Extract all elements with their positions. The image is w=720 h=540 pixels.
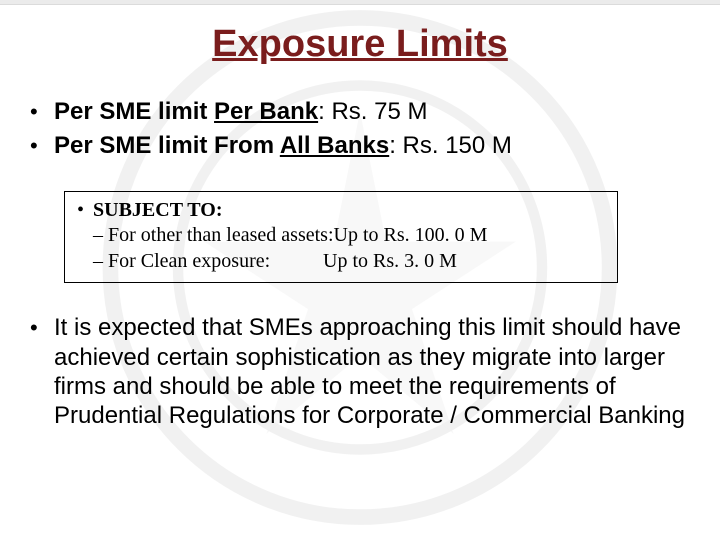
- bullet-icon: •: [30, 97, 54, 127]
- limit-label-underline: All Banks: [280, 132, 389, 159]
- bullet-icon: •: [30, 313, 54, 430]
- subject-to-box: • SUBJECT TO: – For other than leased as…: [64, 191, 618, 284]
- closing-text: It is expected that SMEs approaching thi…: [54, 313, 690, 430]
- limit-text: Per SME limit From All Banks: Rs. 150 M: [54, 130, 512, 162]
- limit-value: : Rs. 150 M: [389, 132, 512, 159]
- closing-paragraph: • It is expected that SMEs approaching t…: [30, 313, 690, 430]
- subject-to-value: Up to Rs. 100. 0 M: [334, 223, 488, 249]
- slide: Exposure Limits • Per SME limit Per Bank…: [0, 0, 720, 540]
- limit-item: • Per SME limit Per Bank: Rs. 75 M: [30, 96, 690, 128]
- limit-text: Per SME limit Per Bank: Rs. 75 M: [54, 96, 427, 128]
- spacer: [77, 249, 93, 275]
- subject-to-label: – For Clean exposure:: [93, 249, 323, 275]
- slide-title: Exposure Limits: [30, 24, 690, 66]
- spacer: [77, 223, 93, 249]
- bullet-icon: •: [30, 131, 54, 161]
- subject-to-wrap: • SUBJECT TO: – For other than leased as…: [30, 191, 690, 284]
- limit-item: • Per SME limit From All Banks: Rs. 150 …: [30, 130, 690, 162]
- limit-label-underline: Per Bank: [214, 98, 318, 125]
- subject-to-label: – For other than leased assets:: [93, 223, 334, 249]
- limit-value: : Rs. 75 M: [318, 98, 427, 125]
- limit-label-bold: Per SME limit From: [54, 132, 280, 159]
- subject-to-value: Up to Rs. 3. 0 M: [323, 249, 457, 275]
- subject-to-row: – For other than leased assets: Up to Rs…: [77, 223, 605, 249]
- bullet-icon: •: [77, 198, 93, 224]
- subject-to-row: – For Clean exposure: Up to Rs. 3. 0 M: [77, 249, 605, 275]
- subject-to-heading-row: • SUBJECT TO:: [77, 198, 605, 224]
- limits-list: • Per SME limit Per Bank: Rs. 75 M • Per…: [30, 96, 690, 163]
- limit-label-bold: Per SME limit: [54, 98, 214, 125]
- subject-to-heading: SUBJECT TO:: [93, 198, 223, 224]
